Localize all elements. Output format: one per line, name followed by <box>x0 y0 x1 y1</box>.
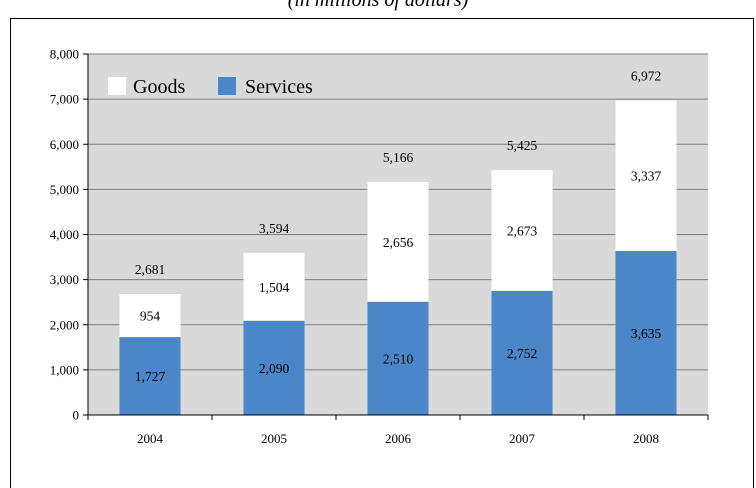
legend-swatch-services <box>218 77 236 95</box>
data-label-goods: 954 <box>140 309 161 324</box>
y-tick-label: 2,000 <box>50 317 79 332</box>
y-tick-label: 1,000 <box>50 362 79 377</box>
bar-services-2007 <box>491 290 553 415</box>
legend: Goods Services <box>108 76 313 98</box>
data-label-goods: 3,337 <box>631 169 662 184</box>
bar-goods-2005 <box>243 252 305 321</box>
y-tick-label: 6,000 <box>50 137 79 152</box>
bar-services-2004 <box>119 337 181 415</box>
data-labels: 1,727 954 2,681 2,090 1,504 3,594 2,510 2,656 5,… <box>135 68 662 384</box>
bar-services-2005 <box>243 320 305 415</box>
legend-label-services: Services <box>245 76 313 98</box>
y-tick-label: 0 <box>73 408 80 423</box>
chart-caption: (in millions of dollars) <box>287 0 469 11</box>
data-label-total: 5,166 <box>383 150 414 165</box>
data-label-services: 3,635 <box>631 326 662 341</box>
x-tick-label: 2004 <box>137 431 164 446</box>
data-label-total: 5,425 <box>507 138 538 153</box>
data-label-total: 6,972 <box>631 68 661 83</box>
legend-swatch-goods <box>108 77 126 95</box>
bar-goods-2004 <box>119 294 181 338</box>
bars <box>119 100 677 415</box>
bar-services-2006 <box>367 301 429 415</box>
x-tick-label: 2005 <box>261 431 287 446</box>
x-tick-label: 2008 <box>633 431 659 446</box>
y-tick-label: 4,000 <box>50 227 79 242</box>
x-tick-label: 2007 <box>509 431 536 446</box>
data-label-services: 2,510 <box>383 351 414 366</box>
data-label-services: 2,090 <box>259 361 290 376</box>
y-tick-label: 7,000 <box>50 92 79 107</box>
data-label-goods: 1,504 <box>259 280 290 295</box>
axes: 0 1,000 2,000 3,000 4,000 5,000 6,000 7,000 8,00… <box>50 47 709 446</box>
bar-services-2008 <box>615 250 677 415</box>
data-label-goods: 2,673 <box>507 224 538 239</box>
data-label-goods: 2,656 <box>383 235 414 250</box>
y-tick-label: 3,000 <box>50 272 79 287</box>
bar-goods-2008 <box>615 100 677 251</box>
stacked-bar-chart: 1,727 954 2,681 2,090 1,504 3,594 2,510 2,656 5,… <box>50 47 709 446</box>
data-label-services: 1,727 <box>135 369 166 384</box>
data-label-total: 2,681 <box>135 262 165 277</box>
x-tick-label: 2006 <box>385 431 412 446</box>
legend-label-goods: Goods <box>133 76 185 98</box>
bar-goods-2006 <box>367 181 429 302</box>
chart-frame <box>10 18 754 488</box>
bar-goods-2007 <box>491 170 553 291</box>
y-tick-label: 8,000 <box>50 47 79 62</box>
data-label-services: 2,752 <box>507 346 537 361</box>
data-label-total: 3,594 <box>259 221 290 236</box>
y-tick-label: 5,000 <box>50 182 79 197</box>
